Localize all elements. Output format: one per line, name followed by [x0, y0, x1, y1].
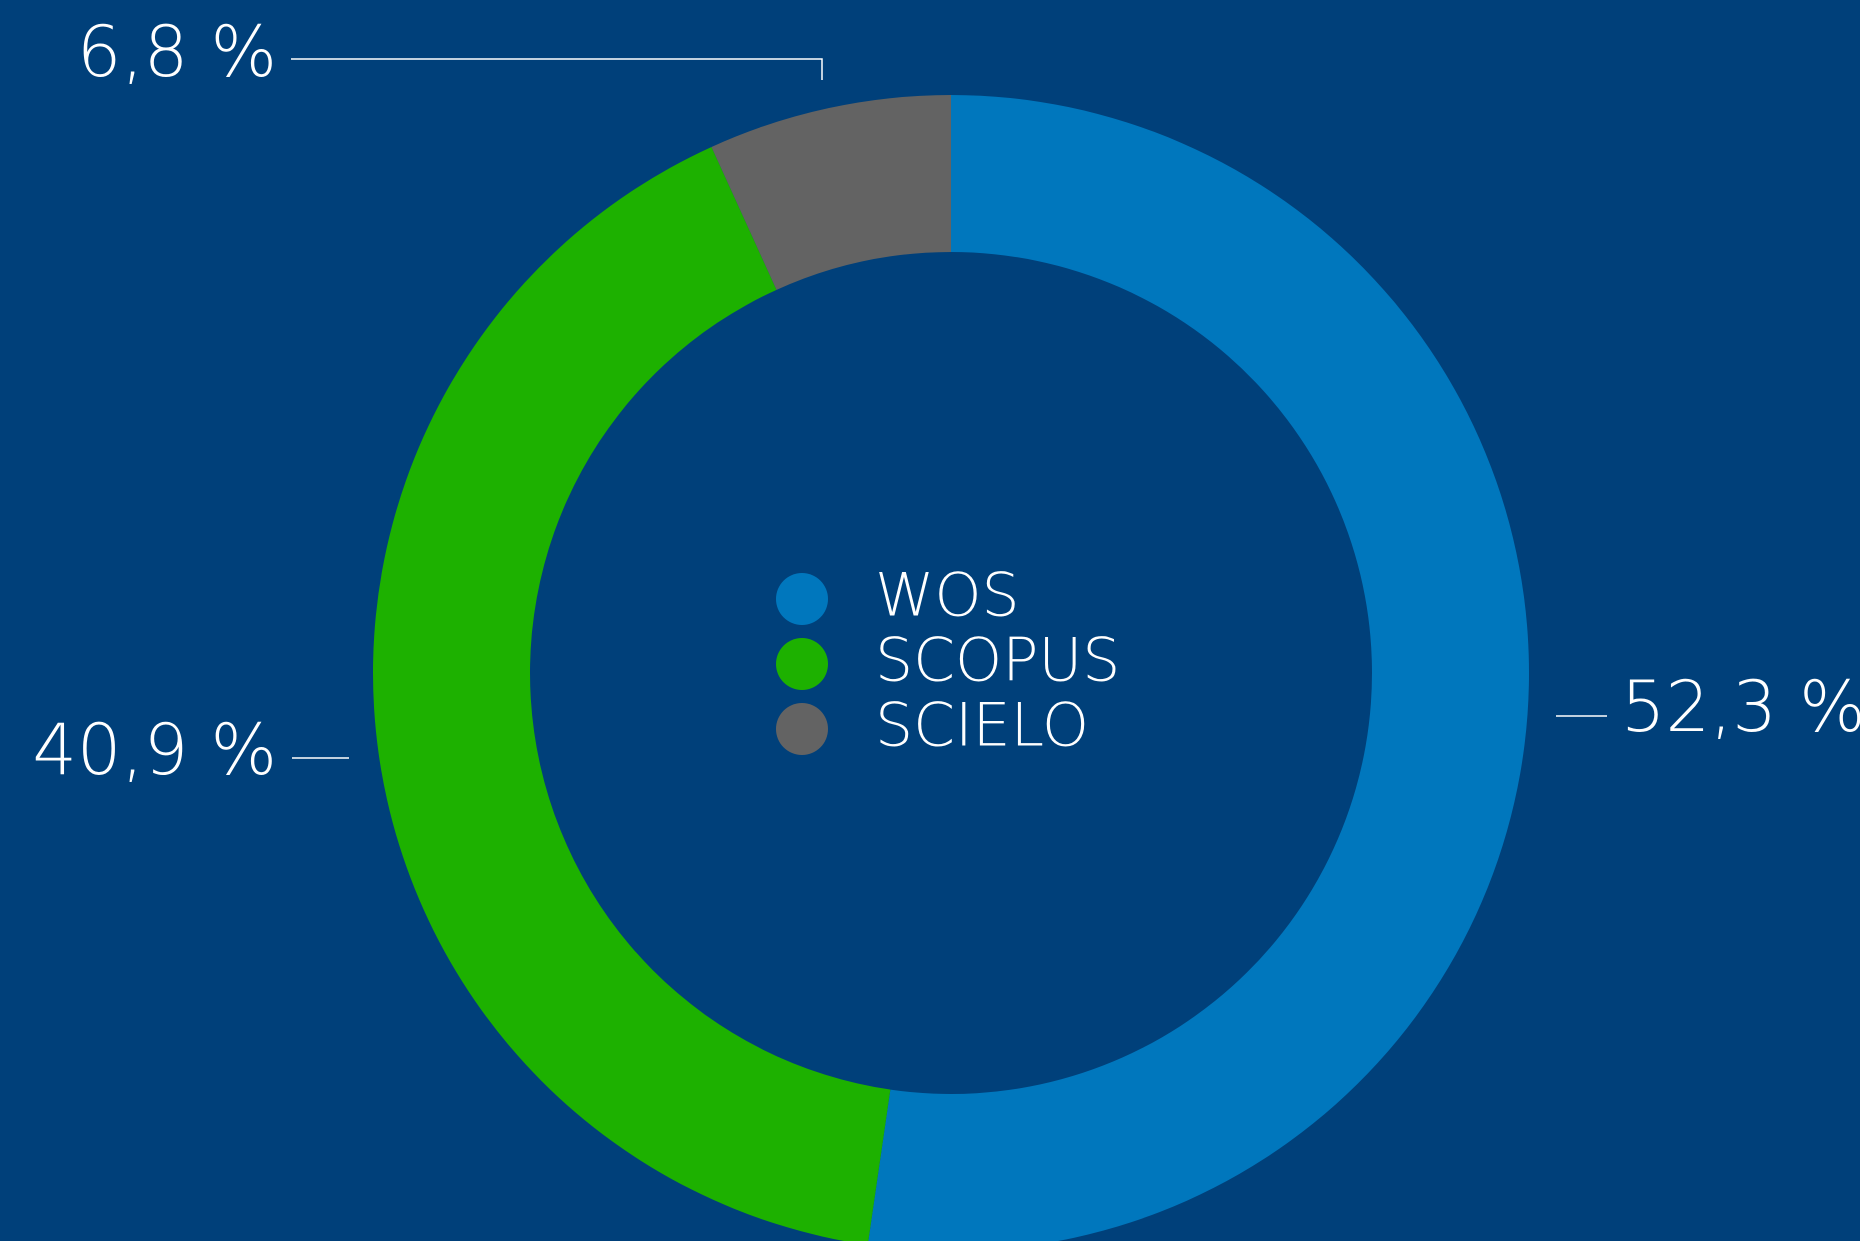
value-label: 52,3 % [1621, 666, 1860, 748]
donut-segment [868, 95, 1529, 1241]
legend-label: SCIELO [875, 691, 1089, 761]
legend-swatch [776, 573, 828, 625]
leader-line [291, 58, 823, 80]
legend-swatch [776, 703, 828, 755]
legend-label: WOS [875, 561, 1020, 631]
value-label: 40,9 % [32, 709, 277, 791]
donut-segment [373, 146, 891, 1241]
legend-label: SCOPUS [875, 626, 1120, 696]
legend-swatch [776, 638, 828, 690]
donut-segment [711, 95, 951, 290]
value-label: 6,8 % [77, 11, 277, 93]
